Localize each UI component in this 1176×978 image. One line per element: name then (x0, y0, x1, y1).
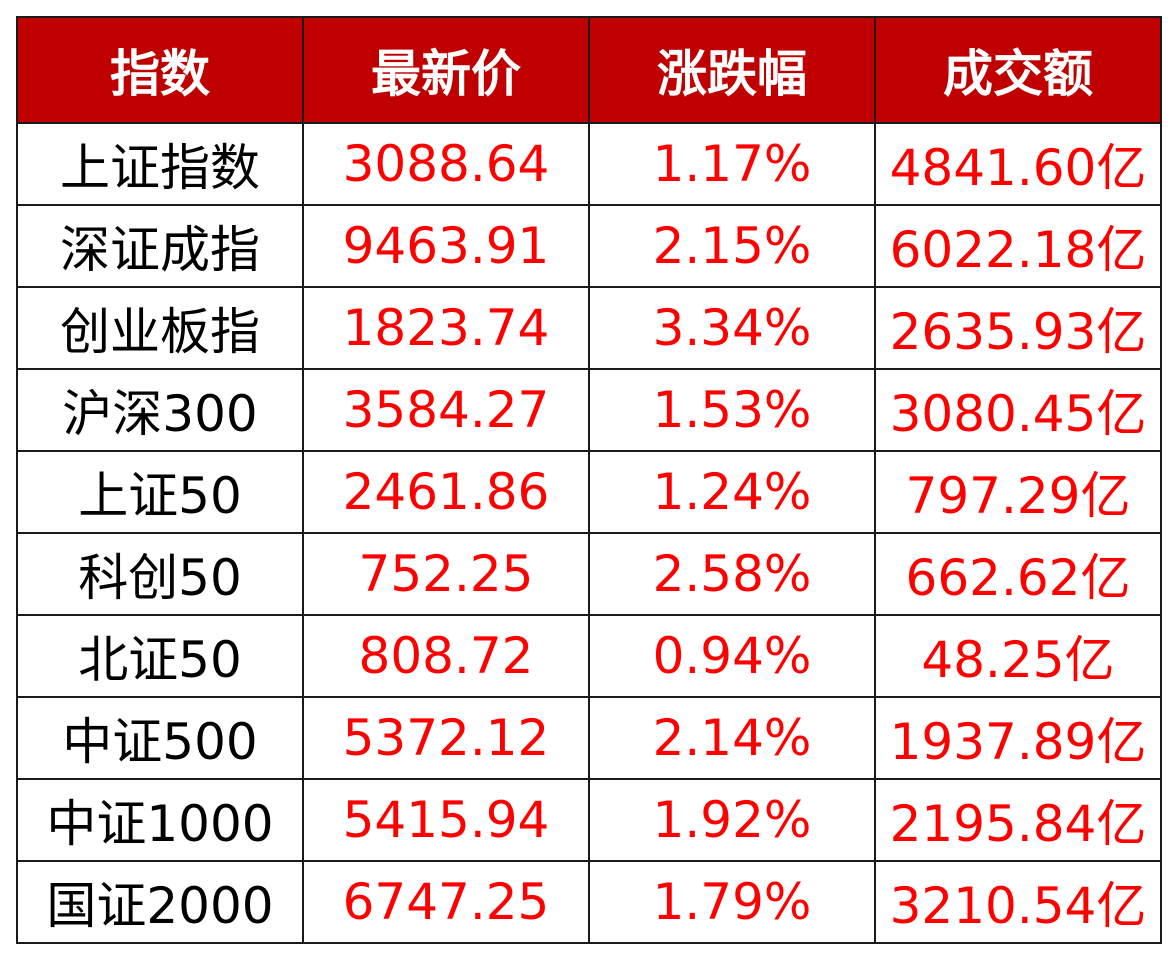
table-row: 上证50 2461.86 1.24% 797.29亿 (16, 450, 1162, 534)
turnover: 3210.54亿 (874, 860, 1162, 944)
latest-price: 3088.64 (302, 122, 590, 206)
index-market-table: 指数 最新价 涨跌幅 成交额 上证指数 3088.64 1.17% 4841.6… (16, 16, 1162, 944)
table-row: 中证500 5372.12 2.14% 1937.89亿 (16, 696, 1162, 780)
turnover: 662.62亿 (874, 532, 1162, 616)
turnover: 4841.60亿 (874, 122, 1162, 206)
latest-price: 808.72 (302, 614, 590, 698)
index-name: 上证50 (16, 450, 304, 534)
change-pct: 2.15% (588, 204, 876, 288)
header-index: 指数 (16, 16, 304, 124)
header-turnover: 成交额 (874, 16, 1162, 124)
index-name: 国证2000 (16, 860, 304, 944)
index-name: 中证1000 (16, 778, 304, 862)
table-row: 创业板指 1823.74 3.34% 2635.93亿 (16, 286, 1162, 370)
turnover: 2635.93亿 (874, 286, 1162, 370)
change-pct: 1.79% (588, 860, 876, 944)
table-row: 深证成指 9463.91 2.15% 6022.18亿 (16, 204, 1162, 288)
latest-price: 6747.25 (302, 860, 590, 944)
turnover: 48.25亿 (874, 614, 1162, 698)
index-name: 深证成指 (16, 204, 304, 288)
latest-price: 5372.12 (302, 696, 590, 780)
index-name: 中证500 (16, 696, 304, 780)
change-pct: 1.24% (588, 450, 876, 534)
table-row: 沪深300 3584.27 1.53% 3080.45亿 (16, 368, 1162, 452)
table-row: 中证1000 5415.94 1.92% 2195.84亿 (16, 778, 1162, 862)
index-name: 科创50 (16, 532, 304, 616)
table-row: 国证2000 6747.25 1.79% 3210.54亿 (16, 860, 1162, 944)
table-row: 科创50 752.25 2.58% 662.62亿 (16, 532, 1162, 616)
change-pct: 3.34% (588, 286, 876, 370)
table-header-row: 指数 最新价 涨跌幅 成交额 (16, 16, 1162, 124)
table-row: 上证指数 3088.64 1.17% 4841.60亿 (16, 122, 1162, 206)
turnover: 1937.89亿 (874, 696, 1162, 780)
header-change-pct: 涨跌幅 (588, 16, 876, 124)
change-pct: 1.17% (588, 122, 876, 206)
turnover: 6022.18亿 (874, 204, 1162, 288)
latest-price: 5415.94 (302, 778, 590, 862)
index-name: 创业板指 (16, 286, 304, 370)
change-pct: 0.94% (588, 614, 876, 698)
turnover: 2195.84亿 (874, 778, 1162, 862)
change-pct: 2.14% (588, 696, 876, 780)
latest-price: 3584.27 (302, 368, 590, 452)
latest-price: 1823.74 (302, 286, 590, 370)
index-name: 沪深300 (16, 368, 304, 452)
index-name: 北证50 (16, 614, 304, 698)
header-latest-price: 最新价 (302, 16, 590, 124)
turnover: 797.29亿 (874, 450, 1162, 534)
turnover: 3080.45亿 (874, 368, 1162, 452)
table-row: 北证50 808.72 0.94% 48.25亿 (16, 614, 1162, 698)
latest-price: 9463.91 (302, 204, 590, 288)
latest-price: 2461.86 (302, 450, 590, 534)
latest-price: 752.25 (302, 532, 590, 616)
index-name: 上证指数 (16, 122, 304, 206)
change-pct: 1.53% (588, 368, 876, 452)
change-pct: 2.58% (588, 532, 876, 616)
change-pct: 1.92% (588, 778, 876, 862)
